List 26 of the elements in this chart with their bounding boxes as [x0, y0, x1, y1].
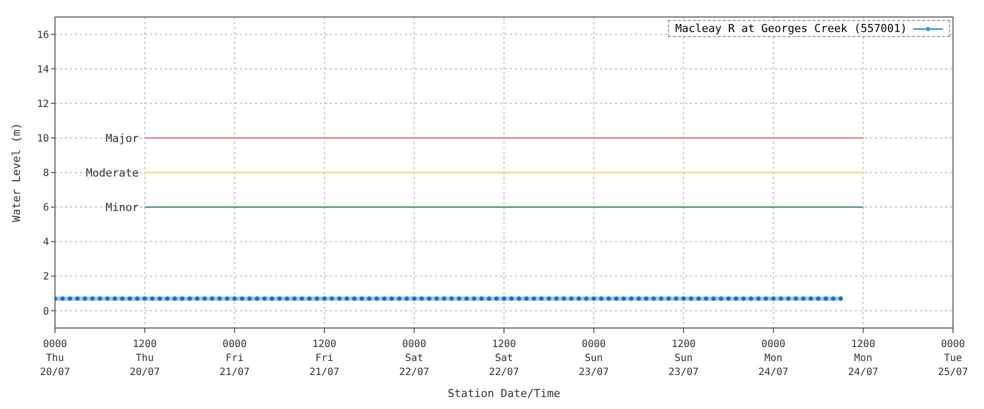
y-tick-label: 2 — [42, 272, 49, 283]
x-tick-label: 1200 Mon 24/07 — [848, 339, 878, 378]
x-tick-label: 0000 Fri 21/07 — [220, 339, 250, 378]
legend-label: Macleay R at Georges Creek (557001) — [675, 22, 907, 35]
x-tick-label: 0000 Thu 20/07 — [40, 339, 70, 378]
x-tick-label: 1200 Thu 20/07 — [130, 339, 160, 378]
x-tick-label: 1200 Fri 21/07 — [309, 339, 340, 378]
series-label: Moderate — [86, 166, 139, 180]
y-tick-label: 12 — [36, 98, 49, 110]
series-label: Major — [106, 132, 140, 145]
x-tick-label: 0000 Sat 22/07 — [399, 339, 430, 378]
x-tick-label: 0000 Mon 24/07 — [758, 339, 788, 378]
y-tick-label: 4 — [42, 237, 49, 248]
y-tick-label: 16 — [36, 30, 49, 41]
x-axis-title: Station Date/Time — [448, 387, 560, 400]
x-tick-label: 0000 Sun 23/07 — [578, 339, 609, 378]
x-tick-label: 1200 Sat 22/07 — [488, 339, 520, 378]
x-tick-label: 0000 Tue 25/07 — [938, 339, 968, 378]
y-tick-label: 10 — [36, 133, 49, 144]
y-axis-title: Water Level (m) — [10, 122, 23, 222]
y-tick-label: 14 — [36, 64, 49, 76]
y-tick-label: 8 — [42, 168, 49, 180]
series-label: Minor — [106, 201, 140, 214]
y-tick-label: 0 — [42, 306, 49, 318]
x-tick-label: 1200 Sun 23/07 — [668, 339, 699, 378]
y-tick-label: 6 — [42, 202, 49, 214]
